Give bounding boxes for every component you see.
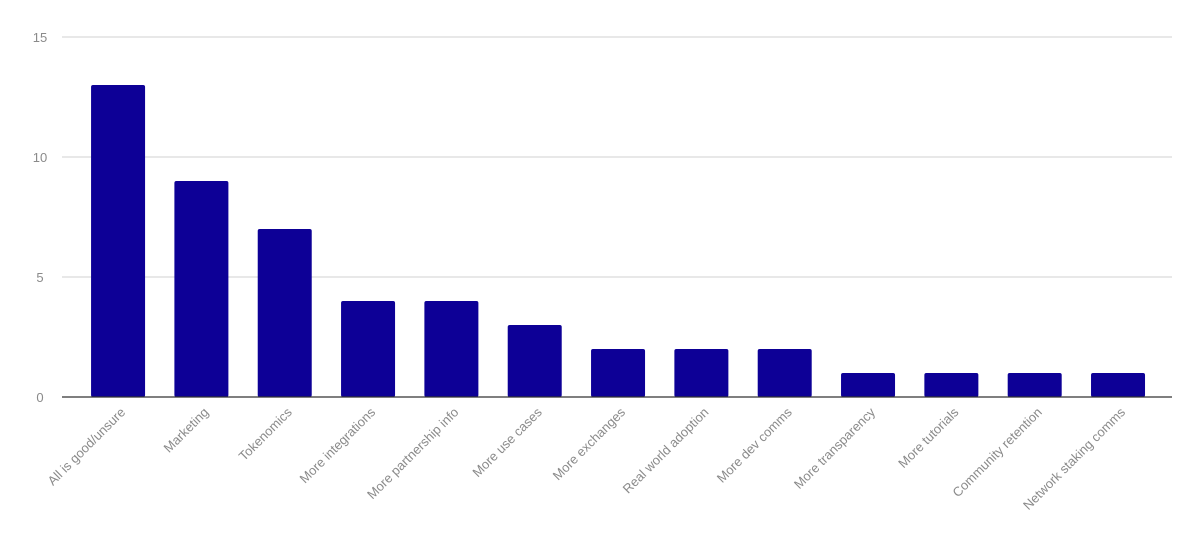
x-tick-label: All is good/unsure	[45, 405, 129, 489]
y-tick-label: 15	[33, 30, 47, 45]
x-tick-label: More tutorials	[895, 404, 962, 471]
x-tick-label: More dev comms	[714, 404, 795, 485]
x-tick-label: More partnership info	[364, 405, 461, 502]
x-tick-label: More integrations	[297, 404, 379, 486]
bar	[674, 349, 729, 397]
bar	[1007, 373, 1062, 397]
bar	[257, 229, 312, 397]
x-tick-label: More transparency	[791, 404, 879, 492]
bar	[924, 373, 979, 397]
y-tick-label: 5	[36, 270, 43, 285]
x-tick-label: Community retention	[949, 405, 1044, 500]
bar	[341, 301, 396, 397]
x-tick-label: More use cases	[469, 404, 545, 480]
bar	[591, 349, 646, 397]
x-tick-label: More exchanges	[550, 404, 629, 483]
bar	[507, 325, 562, 397]
bar	[174, 181, 229, 397]
bar	[424, 301, 479, 397]
bar	[757, 349, 812, 397]
bar	[841, 373, 896, 397]
x-tick-label: Marketing	[161, 405, 212, 456]
bar	[1091, 373, 1146, 397]
y-tick-label: 10	[33, 150, 47, 165]
y-tick-label: 0	[36, 390, 43, 405]
x-tick-label: Real world adoption	[620, 405, 712, 497]
bar	[91, 85, 146, 397]
x-tick-label: Tokenomics	[236, 404, 295, 463]
